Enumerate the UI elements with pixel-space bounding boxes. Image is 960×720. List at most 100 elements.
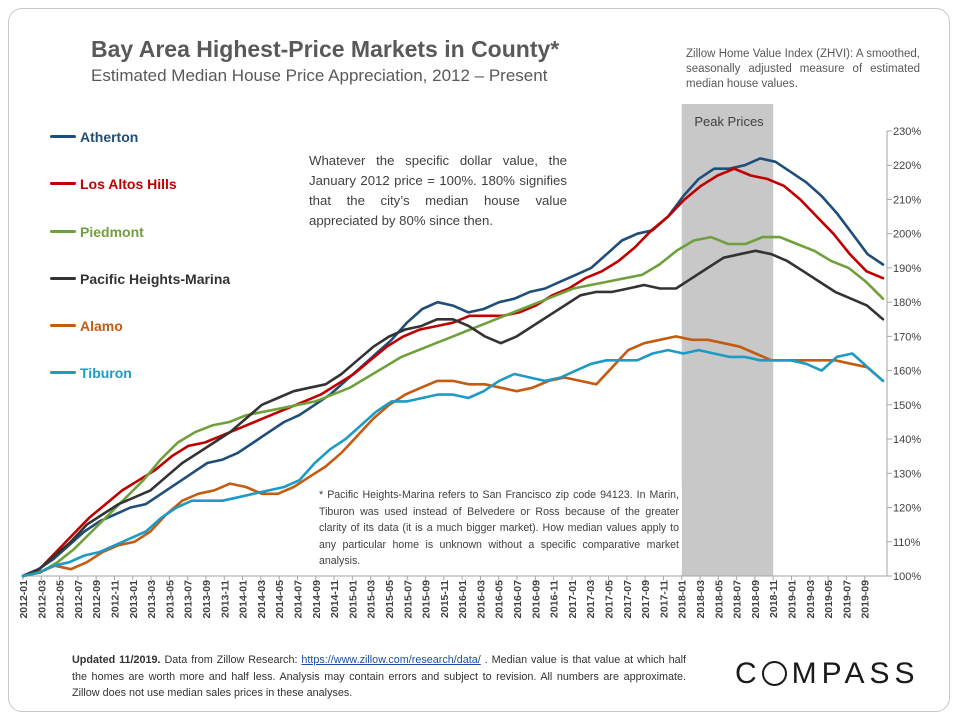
x-tick-label: 2013-09 xyxy=(201,580,213,619)
compass-logo: C MPASS xyxy=(735,657,919,691)
series-line-pacific-heights-marina xyxy=(21,249,885,578)
x-tick-label: 2013-03 xyxy=(146,580,158,619)
x-tick-label: 2013-07 xyxy=(183,580,195,619)
legend-item: Alamo xyxy=(50,318,123,334)
y-tick-label: 150% xyxy=(893,400,921,412)
y-tick-label: 220% xyxy=(893,160,921,172)
x-tick-label: 2018-03 xyxy=(695,580,707,619)
x-tick-label: 2014-07 xyxy=(292,580,304,619)
series-line-tiburon xyxy=(21,348,885,578)
x-tick-label: 2016-09 xyxy=(530,580,542,619)
x-tick-label: 2013-11 xyxy=(219,580,231,618)
x-tick-label: 2018-09 xyxy=(750,580,762,619)
x-tick-label: 2016-01 xyxy=(457,580,469,619)
x-tick-label: 2012-01 xyxy=(18,580,30,619)
x-tick-label: 2012-11 xyxy=(109,580,121,618)
x-tick-label: 2012-05 xyxy=(55,580,67,619)
x-tick-label: 2013-05 xyxy=(164,580,176,619)
x-tick-label: 2015-01 xyxy=(347,580,359,619)
legend-swatch xyxy=(50,182,76,185)
legend-swatch xyxy=(50,324,76,327)
legend-label: Piedmont xyxy=(80,224,144,240)
y-tick-label: 230% xyxy=(893,126,921,138)
x-tick-label: 2019-09 xyxy=(860,580,872,619)
series-line-atherton xyxy=(21,157,885,578)
x-tick-label: 2017-05 xyxy=(604,580,616,619)
chart-title: Bay Area Highest-Price Markets in County… xyxy=(91,36,560,62)
footer-note: Updated 11/2019. Data from Zillow Resear… xyxy=(72,652,686,702)
legend-item: Piedmont xyxy=(50,224,144,240)
legend-swatch xyxy=(50,277,76,280)
x-tick-label: 2015-11 xyxy=(439,580,451,618)
footnote: * Pacific Heights-Marina refers to San F… xyxy=(316,487,682,570)
x-tick-label: 2014-11 xyxy=(329,580,341,618)
x-tick-label: 2017-09 xyxy=(640,580,652,619)
legend-swatch xyxy=(50,135,76,138)
x-tick-label: 2012-03 xyxy=(36,580,48,619)
x-tick-label: 2014-05 xyxy=(274,580,286,619)
x-tick-label: 2014-01 xyxy=(238,580,250,619)
x-tick-label: 2015-05 xyxy=(384,580,396,619)
logo-text: MPASS xyxy=(791,657,920,690)
logo-ring-icon xyxy=(761,661,787,686)
x-tick-label: 2018-01 xyxy=(677,580,689,619)
series-line-piedmont xyxy=(21,235,885,578)
x-tick-label: 2015-07 xyxy=(402,580,414,619)
x-tick-label: 2018-05 xyxy=(713,580,725,619)
y-tick-label: 210% xyxy=(893,194,921,206)
footer-text-1: Data from Zillow Research: xyxy=(160,654,302,666)
x-tick-label: 2012-07 xyxy=(73,580,85,619)
y-tick-label: 130% xyxy=(893,468,921,480)
x-tick-label: 2018-07 xyxy=(732,580,744,619)
legend-label: Alamo xyxy=(80,318,123,334)
x-tick-label: 2015-03 xyxy=(366,580,378,619)
legend-item: Los Altos Hills xyxy=(50,176,177,192)
x-tick-label: 2016-03 xyxy=(475,580,487,619)
y-tick-label: 200% xyxy=(893,229,921,241)
x-tick-label: 2019-05 xyxy=(823,580,835,619)
chart-subtitle: Estimated Median House Price Appreciatio… xyxy=(91,66,548,85)
legend-label: Pacific Heights-Marina xyxy=(80,271,231,287)
x-tick-label: 2017-11 xyxy=(658,580,670,618)
baseline-note: Whatever the specific dollar value, the … xyxy=(309,153,567,228)
x-tick-label: 2019-07 xyxy=(841,580,853,619)
zillow-research-link[interactable]: https://www.zillow.com/research/data/ xyxy=(301,654,481,666)
peak-prices-label: Peak Prices xyxy=(694,114,764,129)
legend-item: Pacific Heights-Marina xyxy=(50,271,230,287)
x-tick-label: 2019-03 xyxy=(805,580,817,619)
x-tick-label: 2014-09 xyxy=(311,580,323,619)
x-tick-label: 2012-09 xyxy=(91,580,103,619)
y-tick-label: 100% xyxy=(893,571,921,583)
y-tick-label: 110% xyxy=(893,537,921,549)
x-tick-label: 2016-07 xyxy=(512,580,524,619)
legend-label: Tiburon xyxy=(80,365,132,381)
y-tick-label: 140% xyxy=(893,434,921,446)
x-tick-label: 2017-01 xyxy=(567,580,579,619)
footer-updated: Updated 11/2019. xyxy=(72,654,161,666)
legend-item: Tiburon xyxy=(50,365,132,381)
footer-text-2: . Median value is that value at which ha… xyxy=(72,654,687,699)
x-tick-label: 2013-01 xyxy=(128,580,140,619)
zhvi-definition: Zillow Home Value Index (ZHVI): A smooth… xyxy=(686,48,920,90)
legend-swatch xyxy=(50,230,76,233)
y-tick-label: 170% xyxy=(893,331,921,343)
y-tick-label: 190% xyxy=(893,263,921,275)
y-tick-label: 160% xyxy=(893,366,921,378)
x-tick-label: 2014-03 xyxy=(256,580,268,619)
x-tick-label: 2017-03 xyxy=(585,580,597,619)
logo-prefix: C xyxy=(735,657,762,690)
legend-swatch xyxy=(50,371,76,374)
x-tick-label: 2018-11 xyxy=(768,580,780,618)
legend-label: Atherton xyxy=(80,129,139,145)
x-tick-label: 2016-05 xyxy=(494,580,506,619)
x-tick-label: 2016-11 xyxy=(549,580,561,618)
x-tick-label: 2015-09 xyxy=(421,580,433,619)
legend-label: Los Altos Hills xyxy=(80,176,177,192)
x-tick-label: 2017-07 xyxy=(622,580,634,619)
series-line-los-altos-hills xyxy=(21,167,885,578)
y-tick-label: 120% xyxy=(893,503,921,515)
legend-item: Atherton xyxy=(50,129,138,145)
y-tick-label: 180% xyxy=(893,297,921,309)
x-tick-label: 2019-01 xyxy=(787,580,799,619)
